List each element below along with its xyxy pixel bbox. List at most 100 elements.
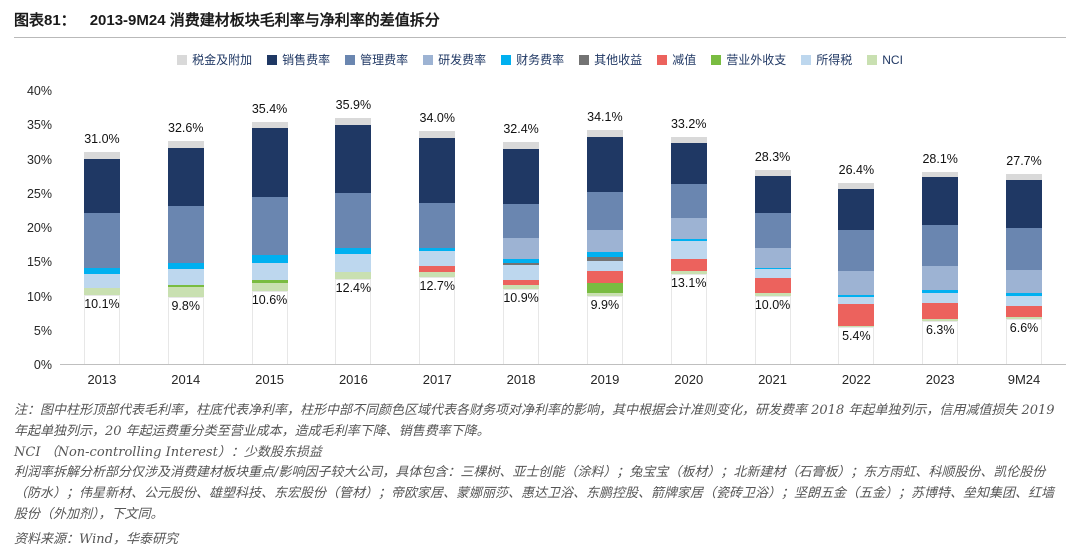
segment-研发费率: [922, 266, 959, 291]
segment-其他收益: [586, 257, 623, 261]
net-margin-base: [670, 274, 707, 364]
legend-swatch: [801, 54, 812, 65]
segment-销售费率: [586, 137, 623, 193]
stacked-bar: [419, 90, 456, 364]
legend-label: 其他收益: [594, 53, 643, 67]
stacked-bar: [251, 90, 288, 364]
segment-研发费率: [670, 218, 707, 239]
segment-NCI: [670, 270, 707, 275]
legend-item: 管理费率: [345, 51, 408, 68]
gross-margin-label: 32.4%: [503, 122, 539, 137]
stacked-bar: [335, 90, 372, 364]
stacked-bar: [83, 90, 120, 364]
y-axis-tick-label: 10%: [26, 289, 52, 304]
y-axis: 0% 5% 10% 15% 20% 25% 30% 35% 40%: [14, 84, 60, 372]
note-company-scope: 利润率拆解分析部分仅涉及消费建材板块重点/影响因子较大公司，具体包含：三棵树、亚…: [14, 465, 1055, 522]
segment-减值: [586, 270, 623, 283]
segment-研发费率: [503, 237, 540, 259]
segment-所得税: [251, 263, 288, 281]
segment-所得税: [586, 260, 623, 271]
net-margin-label: 10.9%: [503, 291, 539, 306]
legend-swatch: [177, 54, 188, 65]
bar-slot: 32.4% 10.9%: [479, 90, 563, 364]
note-nci-definition: NCI （Non-controlling Interest）：少数股东损益: [14, 444, 322, 460]
segment-管理费率: [586, 192, 623, 230]
legend-label: 研发费率: [438, 53, 487, 67]
y-axis-tick-label: 0%: [33, 358, 52, 372]
net-margin-base: [838, 327, 875, 364]
segment-研发费率: [1006, 270, 1043, 294]
segment-营业外收支: [167, 284, 204, 287]
gross-margin-label: 28.3%: [754, 150, 791, 165]
segment-管理费率: [335, 193, 372, 249]
y-axis-tick-label: 25%: [26, 186, 52, 201]
bar-slot: 35.9% 12.4%: [311, 90, 395, 364]
segment-NCI: [586, 292, 623, 297]
segment-财务费率: [83, 268, 120, 275]
y-axis-tick-label: 5%: [33, 323, 52, 338]
net-margin-base: [335, 279, 372, 364]
segment-管理费率: [922, 224, 959, 267]
segment-税金及附加: [922, 171, 959, 177]
segment-NCI: [335, 272, 372, 280]
segment-NCI: [754, 293, 791, 296]
net-margin-label: 13.1%: [670, 276, 707, 291]
segment-管理费率: [670, 183, 707, 219]
segment-NCI: [1006, 316, 1043, 319]
stacked-bar: [503, 90, 540, 364]
segment-减值: [419, 266, 456, 272]
net-margin-label: 12.4%: [335, 281, 372, 296]
segment-财务费率: [754, 268, 791, 270]
segment-税金及附加: [167, 140, 204, 148]
net-margin-base: [1006, 318, 1043, 364]
segment-管理费率: [503, 203, 540, 238]
segment-税金及附加: [419, 131, 456, 138]
stacked-bar: [586, 90, 623, 364]
segment-所得税: [167, 269, 204, 285]
bar-slot: 28.3% 10.0%: [731, 90, 815, 364]
x-axis-label: 2015: [255, 372, 285, 387]
x-axis-label: 9M24: [1007, 372, 1041, 387]
segment-其他收益: [503, 262, 540, 265]
segment-销售费率: [838, 188, 875, 230]
segment-所得税: [419, 250, 456, 267]
segment-财务费率: [586, 251, 623, 258]
segment-减值: [838, 303, 875, 326]
segment-营业外收支: [586, 282, 623, 293]
gross-margin-label: 33.2%: [670, 116, 707, 131]
segment-财务费率: [167, 262, 204, 270]
gross-margin-label: 31.0%: [84, 131, 120, 146]
legend-swatch: [423, 54, 434, 65]
net-margin-label: 9.8%: [171, 298, 200, 313]
report-chart-page: 图表81： 2013-9M24 消费建材板块毛利率与净利率的差值拆分 税金及附加 销…: [14, 6, 1066, 547]
stacked-bar: [754, 90, 791, 364]
segment-管理费率: [251, 196, 288, 256]
gross-margin-label: 28.1%: [922, 151, 958, 166]
segment-所得税: [754, 269, 791, 278]
segment-销售费率: [335, 124, 372, 194]
legend-label: 管理费率: [360, 53, 409, 67]
y-axis-tick-label: 30%: [26, 152, 52, 167]
segment-税金及附加: [251, 121, 288, 129]
legend-swatch: [345, 54, 356, 65]
legend-swatch: [579, 54, 590, 65]
segment-财务费率: [503, 258, 540, 263]
segment-管理费率: [419, 203, 456, 248]
bar-slot: 35.4% 10.6%: [228, 90, 312, 364]
net-margin-base: [251, 291, 288, 364]
net-margin-label: 10.1%: [84, 296, 120, 311]
legend-item: 财务费率: [501, 51, 564, 68]
chart-area: 0% 5% 10% 15% 20% 25% 30% 35% 40% 31.0% 10.1% 32.6…: [14, 84, 1066, 372]
segment-减值: [922, 303, 959, 319]
segment-销售费率: [83, 158, 120, 214]
segment-销售费率: [251, 128, 288, 197]
y-axis-tick-label: 15%: [26, 255, 52, 270]
gross-margin-label: 32.6%: [168, 120, 204, 135]
stacked-bar: [1006, 90, 1043, 364]
legend-label: 所得税: [816, 53, 853, 67]
x-axis-label: 2017: [422, 372, 452, 387]
net-margin-base: [503, 289, 540, 364]
segment-税金及附加: [838, 183, 875, 189]
chart-title-row: 图表81： 2013-9M24 消费建材板块毛利率与净利率的差值拆分: [14, 6, 1066, 38]
x-axis-label: 2023: [925, 372, 955, 387]
